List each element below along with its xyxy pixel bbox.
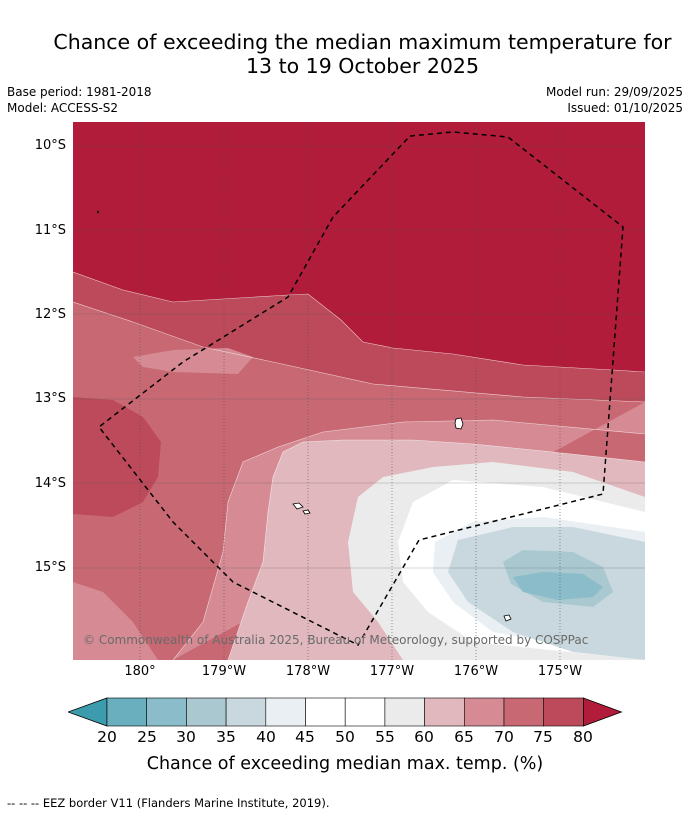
inner-patch-light [133,348,253,374]
island-uvea [454,417,464,430]
title-line-2: 13 to 19 October 2025 [245,54,480,78]
issued-date: Issued: 01/10/2025 [567,101,683,115]
cbar-tick-55: 55 [375,728,395,746]
colorbar-extend-low [66,697,108,727]
band-75-80-upper [73,272,645,402]
lat-label-13s: 13°S [34,391,66,406]
meta-right: Model run: 29/09/2025 Issued: 01/10/2025 [546,84,683,116]
colorbar-graphic [66,697,623,727]
map-title: Chance of exceeding the median maximum t… [40,30,685,78]
map-panel [73,122,645,660]
lat-label-15s: 15°S [34,560,66,575]
colorbar-segment [463,697,505,727]
band-30-35 [513,572,603,600]
cbar-tick-30: 30 [176,728,196,746]
colorbar-segment [424,697,465,727]
cbar-tick-60: 60 [414,728,434,746]
copyright-notice: © Commonwealth of Australia 2025, Bureau… [83,633,589,647]
cbar-tick-75: 75 [533,728,553,746]
colorbar-segment [344,697,386,727]
cbar-tick-80: 80 [573,728,593,746]
lat-label-12s: 12°S [34,307,66,322]
cbar-tick-65: 65 [454,728,474,746]
meta-left: Base period: 1981-2018 Model: ACCESS-S2 [7,84,152,116]
map-contours [73,122,645,660]
colorbar-segment [305,697,346,727]
lat-label-14s: 14°S [34,476,66,491]
island-north-dot [96,210,100,214]
cbar-tick-50: 50 [335,728,355,746]
colorbar-label: Chance of exceeding median max. temp. (%… [146,754,544,774]
parallels [73,145,645,569]
lon-label-176w: 176°W [453,664,499,679]
model-run: Model run: 29/09/2025 [545,85,683,99]
lon-label-177w: 177°W [369,664,415,679]
cbar-tick-45: 45 [295,728,315,746]
island-futuna [292,502,304,510]
colorbar-segment [503,697,545,727]
band-80-plus [73,122,645,372]
colorbar-extend-high [583,697,623,727]
contour-lines [73,271,645,660]
band-75-80-west [73,397,161,517]
cbar-tick-40: 40 [256,728,276,746]
island-south [503,614,512,622]
cbar-tick-25: 25 [137,728,157,746]
cbar-tick-20: 20 [97,728,117,746]
lon-label-179w: 179°W [201,664,247,679]
colorbar-segment [543,697,584,727]
base-period: Base period: 1981-2018 [7,85,152,99]
colorbar-segment [106,697,148,727]
colorbar-segment [186,697,227,727]
cbar-tick-35: 35 [216,728,236,746]
colorbar-segment [146,697,187,727]
cbar-tick-70: 70 [494,728,514,746]
lat-label-10s: 10°S [34,138,66,153]
colorbar-segment [225,697,267,727]
lat-label-11s: 11°S [34,223,66,238]
lon-label-175w: 175°W [537,664,583,679]
model-name: Model: ACCESS-S2 [7,101,119,115]
lon-label-180: 180° [124,664,156,679]
colorbar-segment [265,697,306,727]
colorbar-segment [384,697,425,727]
lon-label-178w: 178°W [285,664,331,679]
title-line-1: Chance of exceeding the median maximum t… [53,30,672,54]
islands [96,210,512,622]
colorbar [66,697,624,731]
eez-legend-note: -- -- -- EEZ border V11 (Flanders Marine… [7,796,330,810]
eez-border [97,131,624,646]
island-alofi [302,509,311,515]
